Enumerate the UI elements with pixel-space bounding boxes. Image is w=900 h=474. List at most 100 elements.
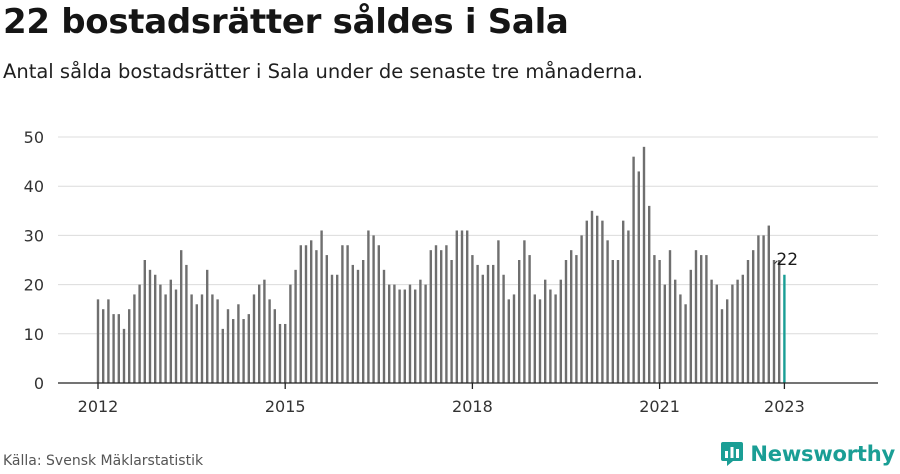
- bar: [648, 205, 651, 383]
- bar: [242, 319, 245, 383]
- bar: [570, 250, 573, 383]
- bar: [445, 245, 448, 383]
- bar: [533, 294, 536, 383]
- bar: [398, 289, 401, 383]
- bar: [549, 289, 552, 383]
- bar: [310, 240, 313, 383]
- x-tick-label: 2012: [78, 397, 119, 416]
- y-tick-label: 40: [24, 177, 44, 196]
- bar: [679, 294, 682, 383]
- bar: [637, 171, 640, 383]
- bar: [377, 245, 380, 383]
- bar: [471, 255, 474, 383]
- bar: [668, 250, 672, 383]
- bar: [356, 269, 360, 383]
- bar: [663, 284, 666, 383]
- bar: [221, 328, 224, 383]
- bar: [273, 309, 276, 383]
- bar: [585, 220, 588, 383]
- bar: [601, 220, 604, 383]
- bar: [117, 314, 120, 383]
- bar: [616, 260, 620, 383]
- bar: [512, 294, 516, 383]
- bar: [304, 245, 308, 383]
- data-labels: 22: [774, 250, 798, 270]
- newsworthy-logo-icon: [721, 442, 744, 466]
- bar: [284, 323, 287, 383]
- bar: [642, 146, 646, 383]
- bar: [102, 309, 105, 383]
- bar: [169, 279, 172, 383]
- bar: [174, 289, 178, 383]
- bar: [419, 279, 422, 383]
- bar: [741, 274, 744, 383]
- bar: [658, 260, 661, 383]
- bar: [622, 220, 625, 383]
- bar: [590, 210, 594, 383]
- bar: [596, 215, 599, 383]
- bar: [185, 264, 188, 383]
- bar: [206, 269, 209, 383]
- y-tick-label: 0: [34, 374, 44, 393]
- bars: [96, 146, 786, 383]
- bar: [211, 294, 214, 383]
- bar: [408, 284, 412, 383]
- bar: [143, 260, 146, 383]
- bar: [263, 279, 266, 383]
- bar: [564, 260, 568, 383]
- bar: [502, 274, 505, 383]
- bar: [96, 299, 100, 383]
- bar: [258, 284, 261, 383]
- bar: [627, 230, 630, 383]
- y-tick-label: 30: [24, 226, 44, 245]
- bar: [653, 255, 656, 383]
- bar: [424, 284, 427, 383]
- source-note: Källa: Svensk Mäklarstatistik: [3, 453, 204, 469]
- bar: [674, 279, 677, 383]
- chart-title: 22 bostadsrätter såldes i Sala: [3, 2, 569, 42]
- bar: [700, 255, 703, 383]
- bar: [372, 235, 375, 383]
- bar-chart: 0 10 20 30 40 50 2012 2015 2018 2021 2023 22: [24, 128, 878, 416]
- bar: [320, 230, 323, 383]
- bar: [429, 250, 432, 383]
- bar: [122, 328, 126, 383]
- bar: [762, 235, 765, 383]
- bar: [403, 289, 406, 383]
- bar: [128, 309, 131, 383]
- x-tick-label: 2023: [764, 397, 805, 416]
- bar: [268, 299, 271, 383]
- bar: [237, 304, 240, 383]
- bar: [736, 279, 739, 383]
- bar: [450, 260, 453, 383]
- bar: [330, 274, 334, 383]
- bar: [299, 245, 302, 383]
- bar: [232, 319, 235, 383]
- bar: [580, 235, 583, 383]
- bar: [382, 269, 386, 383]
- bar: [460, 230, 464, 383]
- bar: [705, 255, 708, 383]
- bar: [414, 289, 417, 383]
- bar: [289, 284, 292, 383]
- bar: [523, 240, 526, 383]
- bar: [190, 294, 193, 383]
- bar: [388, 284, 391, 383]
- brand-logo[interactable]: Newsworthy: [720, 441, 895, 467]
- x-tick-label: 2018: [452, 397, 493, 416]
- bar: [336, 274, 339, 383]
- bar: [247, 314, 250, 383]
- bar: [492, 264, 495, 383]
- bar: [710, 279, 713, 383]
- bar: [148, 269, 152, 383]
- bar: [107, 299, 110, 383]
- bar: [455, 230, 458, 383]
- bar: [154, 274, 157, 383]
- bar: [720, 309, 724, 383]
- brand-name: Newsworthy: [750, 442, 895, 466]
- bar: [362, 260, 365, 383]
- bar: [440, 250, 443, 383]
- bar: [554, 294, 557, 383]
- bar: [195, 304, 198, 383]
- bar: [778, 260, 781, 383]
